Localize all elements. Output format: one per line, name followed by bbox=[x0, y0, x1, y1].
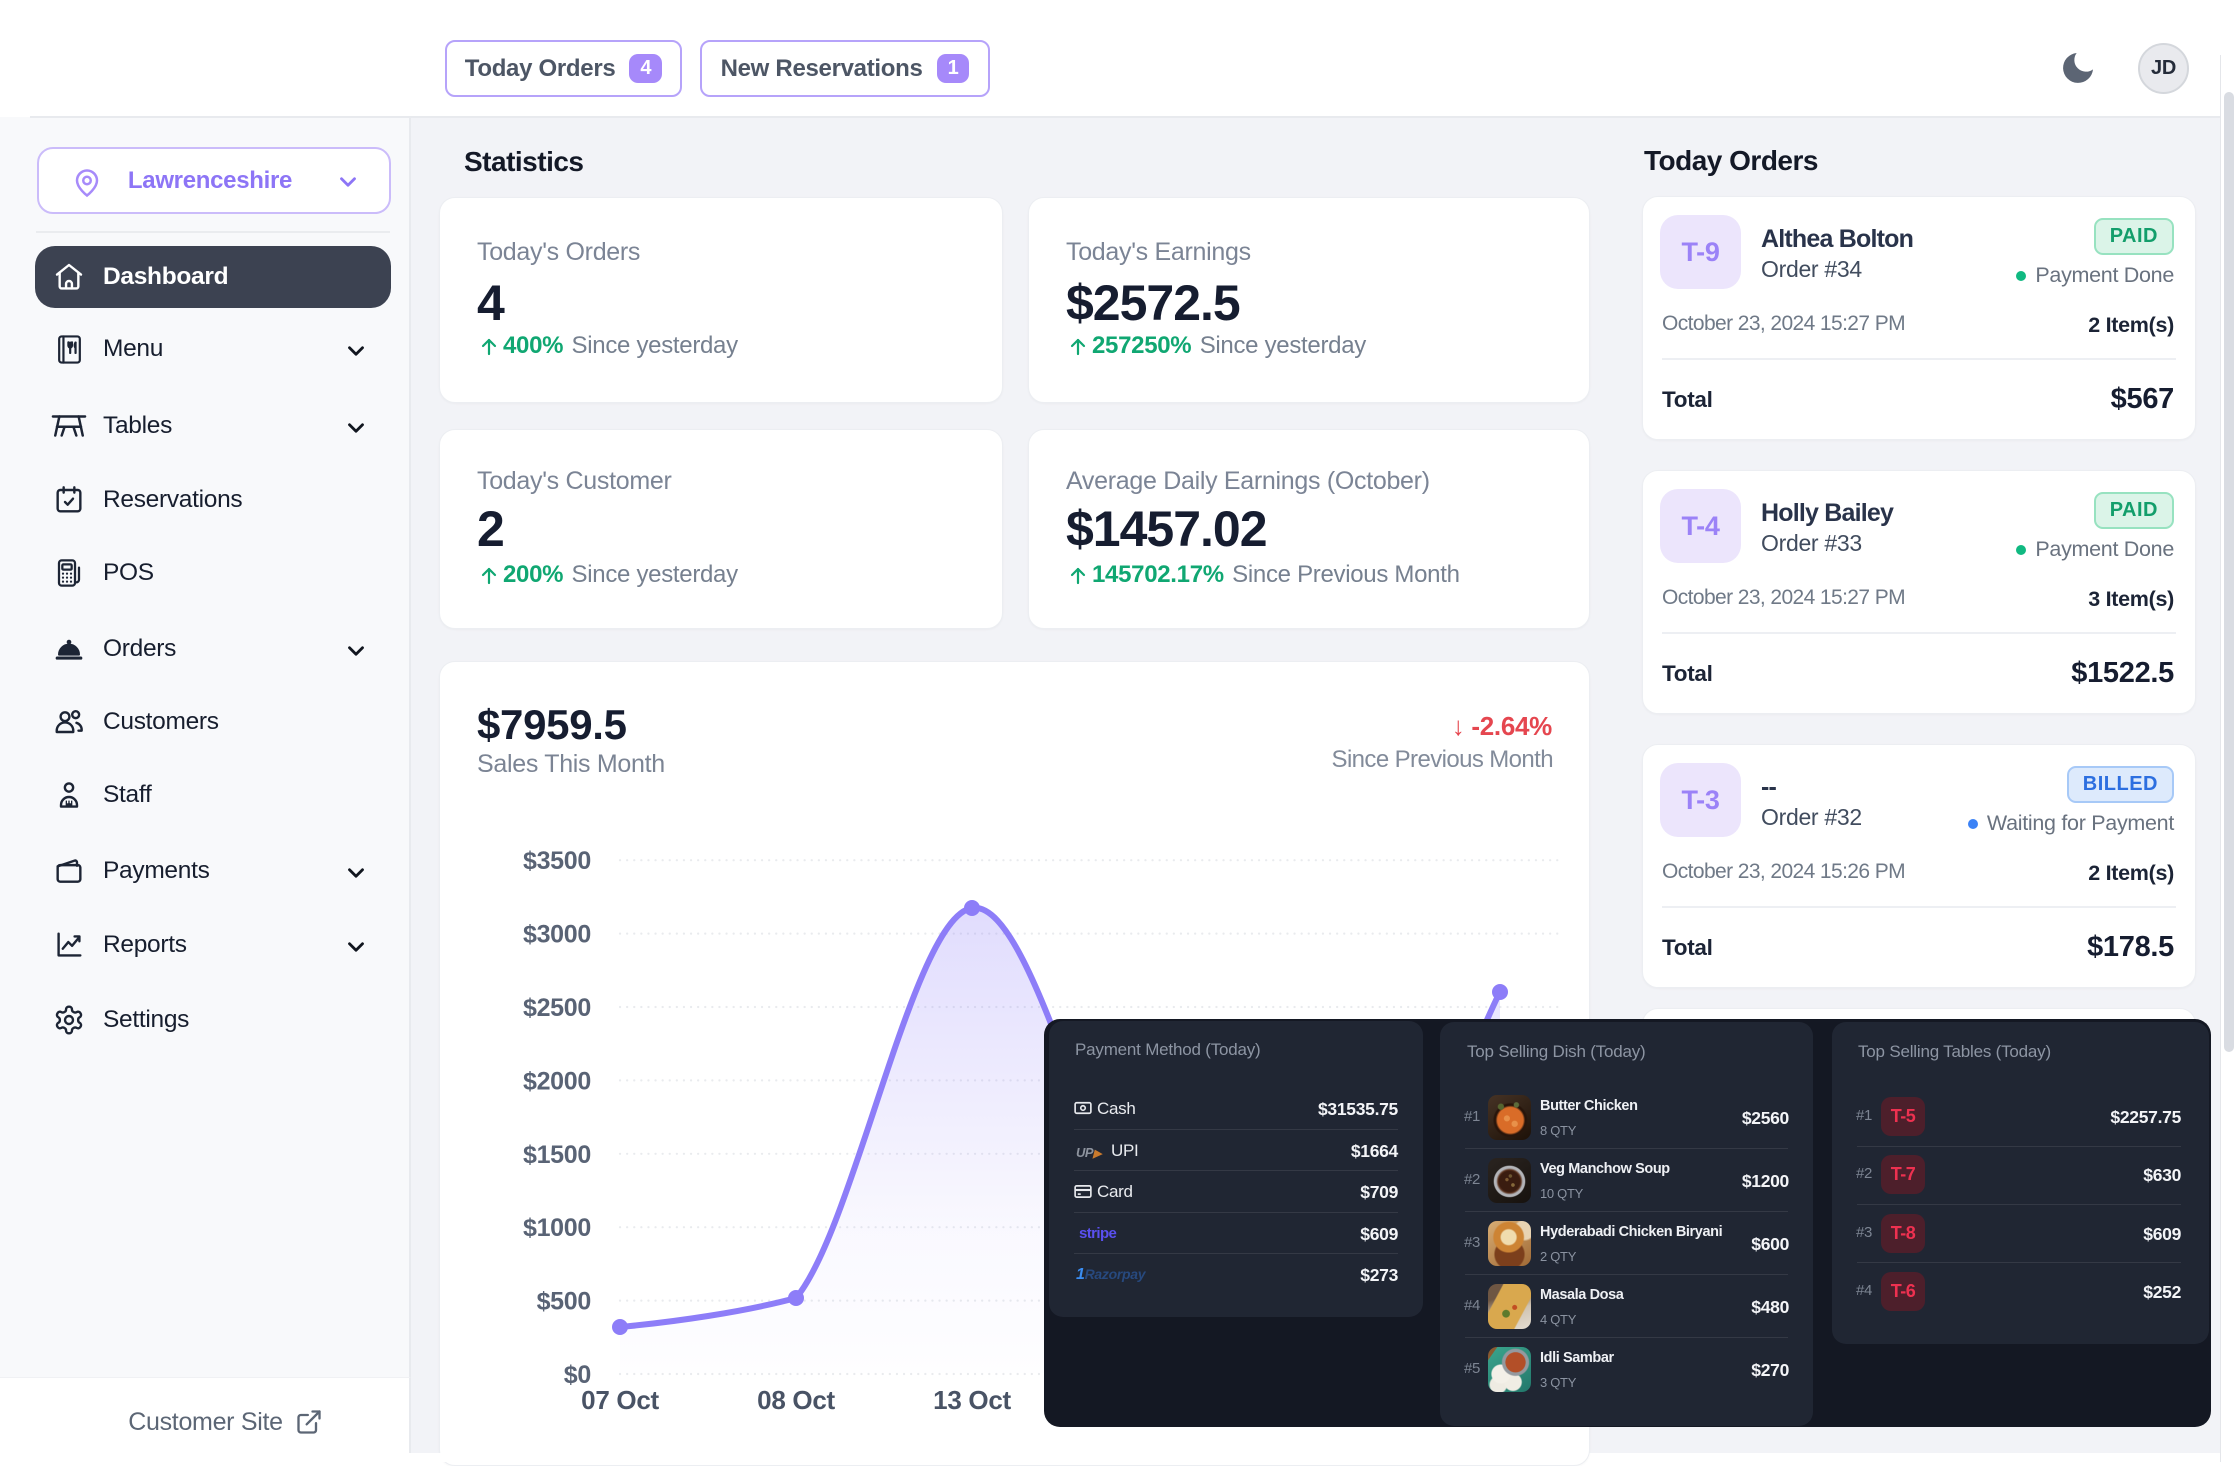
svg-text:$1500: $1500 bbox=[523, 1141, 591, 1169]
svg-text:07 Oct: 07 Oct bbox=[581, 1385, 659, 1415]
svg-text:$2000: $2000 bbox=[523, 1067, 591, 1095]
svg-text:$500: $500 bbox=[537, 1288, 591, 1316]
svg-text:$3000: $3000 bbox=[523, 921, 591, 949]
svg-text:$0: $0 bbox=[564, 1361, 591, 1389]
svg-text:$1000: $1000 bbox=[523, 1214, 591, 1242]
svg-text:$2500: $2500 bbox=[523, 994, 591, 1022]
svg-text:13 Oct: 13 Oct bbox=[933, 1385, 1011, 1415]
svg-text:$3500: $3500 bbox=[523, 847, 591, 875]
svg-text:08 Oct: 08 Oct bbox=[757, 1385, 835, 1415]
